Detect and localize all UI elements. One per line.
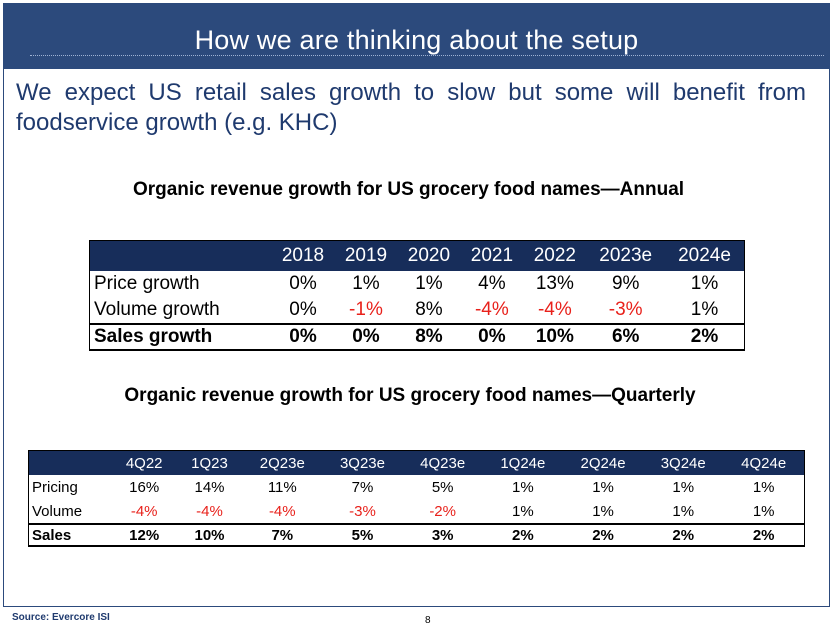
- table-row-volume-growth: Volume growth 0% -1% 8% -4% -4% -3% 1%: [90, 297, 745, 324]
- annual-col-header: 2020: [397, 240, 461, 271]
- table-cell: 14%: [194, 478, 225, 496]
- title-bar: How we are thinking about the setup: [3, 3, 830, 69]
- table-cell: -1%: [349, 299, 383, 320]
- annual-header-row: 2018 2019 2020 2021 2022 2023e 2024e: [89, 240, 745, 271]
- table-cell: 12%: [111, 523, 177, 547]
- table-cell: 9%: [611, 273, 640, 294]
- table-cell: 2%: [562, 523, 644, 547]
- table-cell: 1%: [752, 502, 775, 520]
- table-cell: 7%: [351, 478, 374, 496]
- quarterly-col-header: 1Q24e: [482, 450, 563, 475]
- quarterly-col-header: 3Q24e: [643, 450, 724, 475]
- table-cell: 10%: [176, 523, 243, 547]
- table-cell: -3%: [349, 502, 376, 520]
- quarterly-col-header: 4Q23e: [402, 450, 483, 475]
- table-cell: 16%: [129, 478, 160, 496]
- table-cell: 1%: [352, 273, 380, 294]
- table-cell: 2%: [723, 523, 805, 547]
- table-row-sales-growth: Sales growth 0% 0% 8% 0% 10% 6% 2%: [89, 323, 745, 351]
- table-cell: -4%: [474, 299, 509, 320]
- table-cell: 1%: [672, 502, 695, 520]
- row-label: Pricing: [32, 478, 78, 496]
- annual-col-header: 2018: [271, 240, 335, 271]
- row-label: Sales growth: [89, 323, 272, 351]
- table-cell: 5%: [322, 523, 403, 547]
- quarterly-growth-table: 4Q22 1Q23 2Q23e 3Q23e 4Q23e 1Q24e 2Q24e …: [28, 450, 805, 547]
- table-cell: 1%: [512, 502, 534, 520]
- annual-table-heading: Organic revenue growth for US grocery fo…: [132, 179, 685, 200]
- table-cell: 1%: [415, 273, 443, 294]
- table-cell: 0%: [334, 323, 398, 351]
- table-cell: 8%: [397, 323, 461, 351]
- table-cell: -4%: [130, 502, 158, 520]
- row-label: Volume growth: [94, 299, 220, 320]
- row-label: Volume: [32, 502, 83, 520]
- annual-col-header: 2023e: [586, 240, 666, 271]
- table-cell: -2%: [429, 502, 456, 520]
- table-cell: 1%: [672, 478, 695, 496]
- table-row-price-growth: Price growth 0% 1% 1% 4% 13% 9% 1%: [90, 271, 745, 297]
- table-cell: 0%: [289, 273, 317, 294]
- annual-header-blank: [89, 240, 272, 271]
- row-label: Sales: [28, 523, 112, 547]
- table-cell: -4%: [196, 502, 223, 520]
- table-cell: 13%: [535, 273, 574, 294]
- quarterly-col-header: 1Q23: [176, 450, 243, 475]
- quarterly-header-row: 4Q22 1Q23 2Q23e 3Q23e 4Q23e 1Q24e 2Q24e …: [28, 450, 805, 475]
- table-cell: 7%: [242, 523, 323, 547]
- source-note: Source: Evercore ISI: [12, 612, 110, 623]
- quarterly-col-header: 4Q22: [111, 450, 177, 475]
- table-cell: 1%: [690, 273, 719, 294]
- table-cell: 3%: [402, 523, 483, 547]
- table-cell: 0%: [271, 323, 335, 351]
- table-cell: 2%: [482, 523, 563, 547]
- table-cell: 11%: [267, 478, 297, 496]
- table-cell: 6%: [586, 323, 666, 351]
- table-cell: -4%: [537, 299, 572, 320]
- row-label: Price growth: [94, 273, 200, 294]
- table-cell: 10%: [523, 323, 587, 351]
- table-cell: 2%: [643, 523, 724, 547]
- annual-col-header: 2022: [523, 240, 587, 271]
- table-cell: 4%: [478, 273, 506, 294]
- quarterly-col-header: 2Q23e: [242, 450, 323, 475]
- slide-subtitle: We expect US retail sales growth to slow…: [16, 79, 806, 136]
- title-divider: [30, 55, 824, 56]
- table-row-sales: Sales 12% 10% 7% 5% 3% 2% 2% 2% 2%: [28, 523, 805, 547]
- table-cell: 1%: [592, 478, 614, 496]
- table-cell: 1%: [592, 502, 614, 520]
- annual-col-header: 2021: [460, 240, 524, 271]
- table-cell: 0%: [460, 323, 524, 351]
- table-cell: 1%: [752, 478, 775, 496]
- annual-growth-table: 2018 2019 2020 2021 2022 2023e 2024e Pri…: [89, 240, 745, 351]
- table-cell: 8%: [415, 299, 443, 320]
- table-cell: 1%: [512, 478, 534, 496]
- annual-col-header: 2024e: [665, 240, 745, 271]
- slide-title: How we are thinking about the setup: [194, 25, 639, 55]
- table-cell: 1%: [690, 299, 719, 320]
- table-cell: 2%: [665, 323, 745, 351]
- annual-col-header: 2019: [334, 240, 398, 271]
- table-cell: -4%: [268, 502, 296, 520]
- quarterly-col-header: 4Q24e: [723, 450, 805, 475]
- quarterly-col-header: 3Q23e: [322, 450, 403, 475]
- table-row-volume: Volume -4% -4% -4% -3% -2% 1% 1% 1% 1%: [29, 499, 805, 524]
- table-cell: -3%: [608, 299, 643, 320]
- quarterly-header-blank: [28, 450, 112, 475]
- table-cell: 5%: [431, 478, 454, 496]
- page-number: 8: [425, 615, 431, 626]
- table-cell: 0%: [289, 299, 317, 320]
- quarterly-col-header: 2Q24e: [562, 450, 644, 475]
- table-row-pricing: Pricing 16% 14% 11% 7% 5% 1% 1% 1% 1%: [29, 475, 805, 499]
- quarterly-table-heading: Organic revenue growth for US grocery fo…: [124, 385, 696, 406]
